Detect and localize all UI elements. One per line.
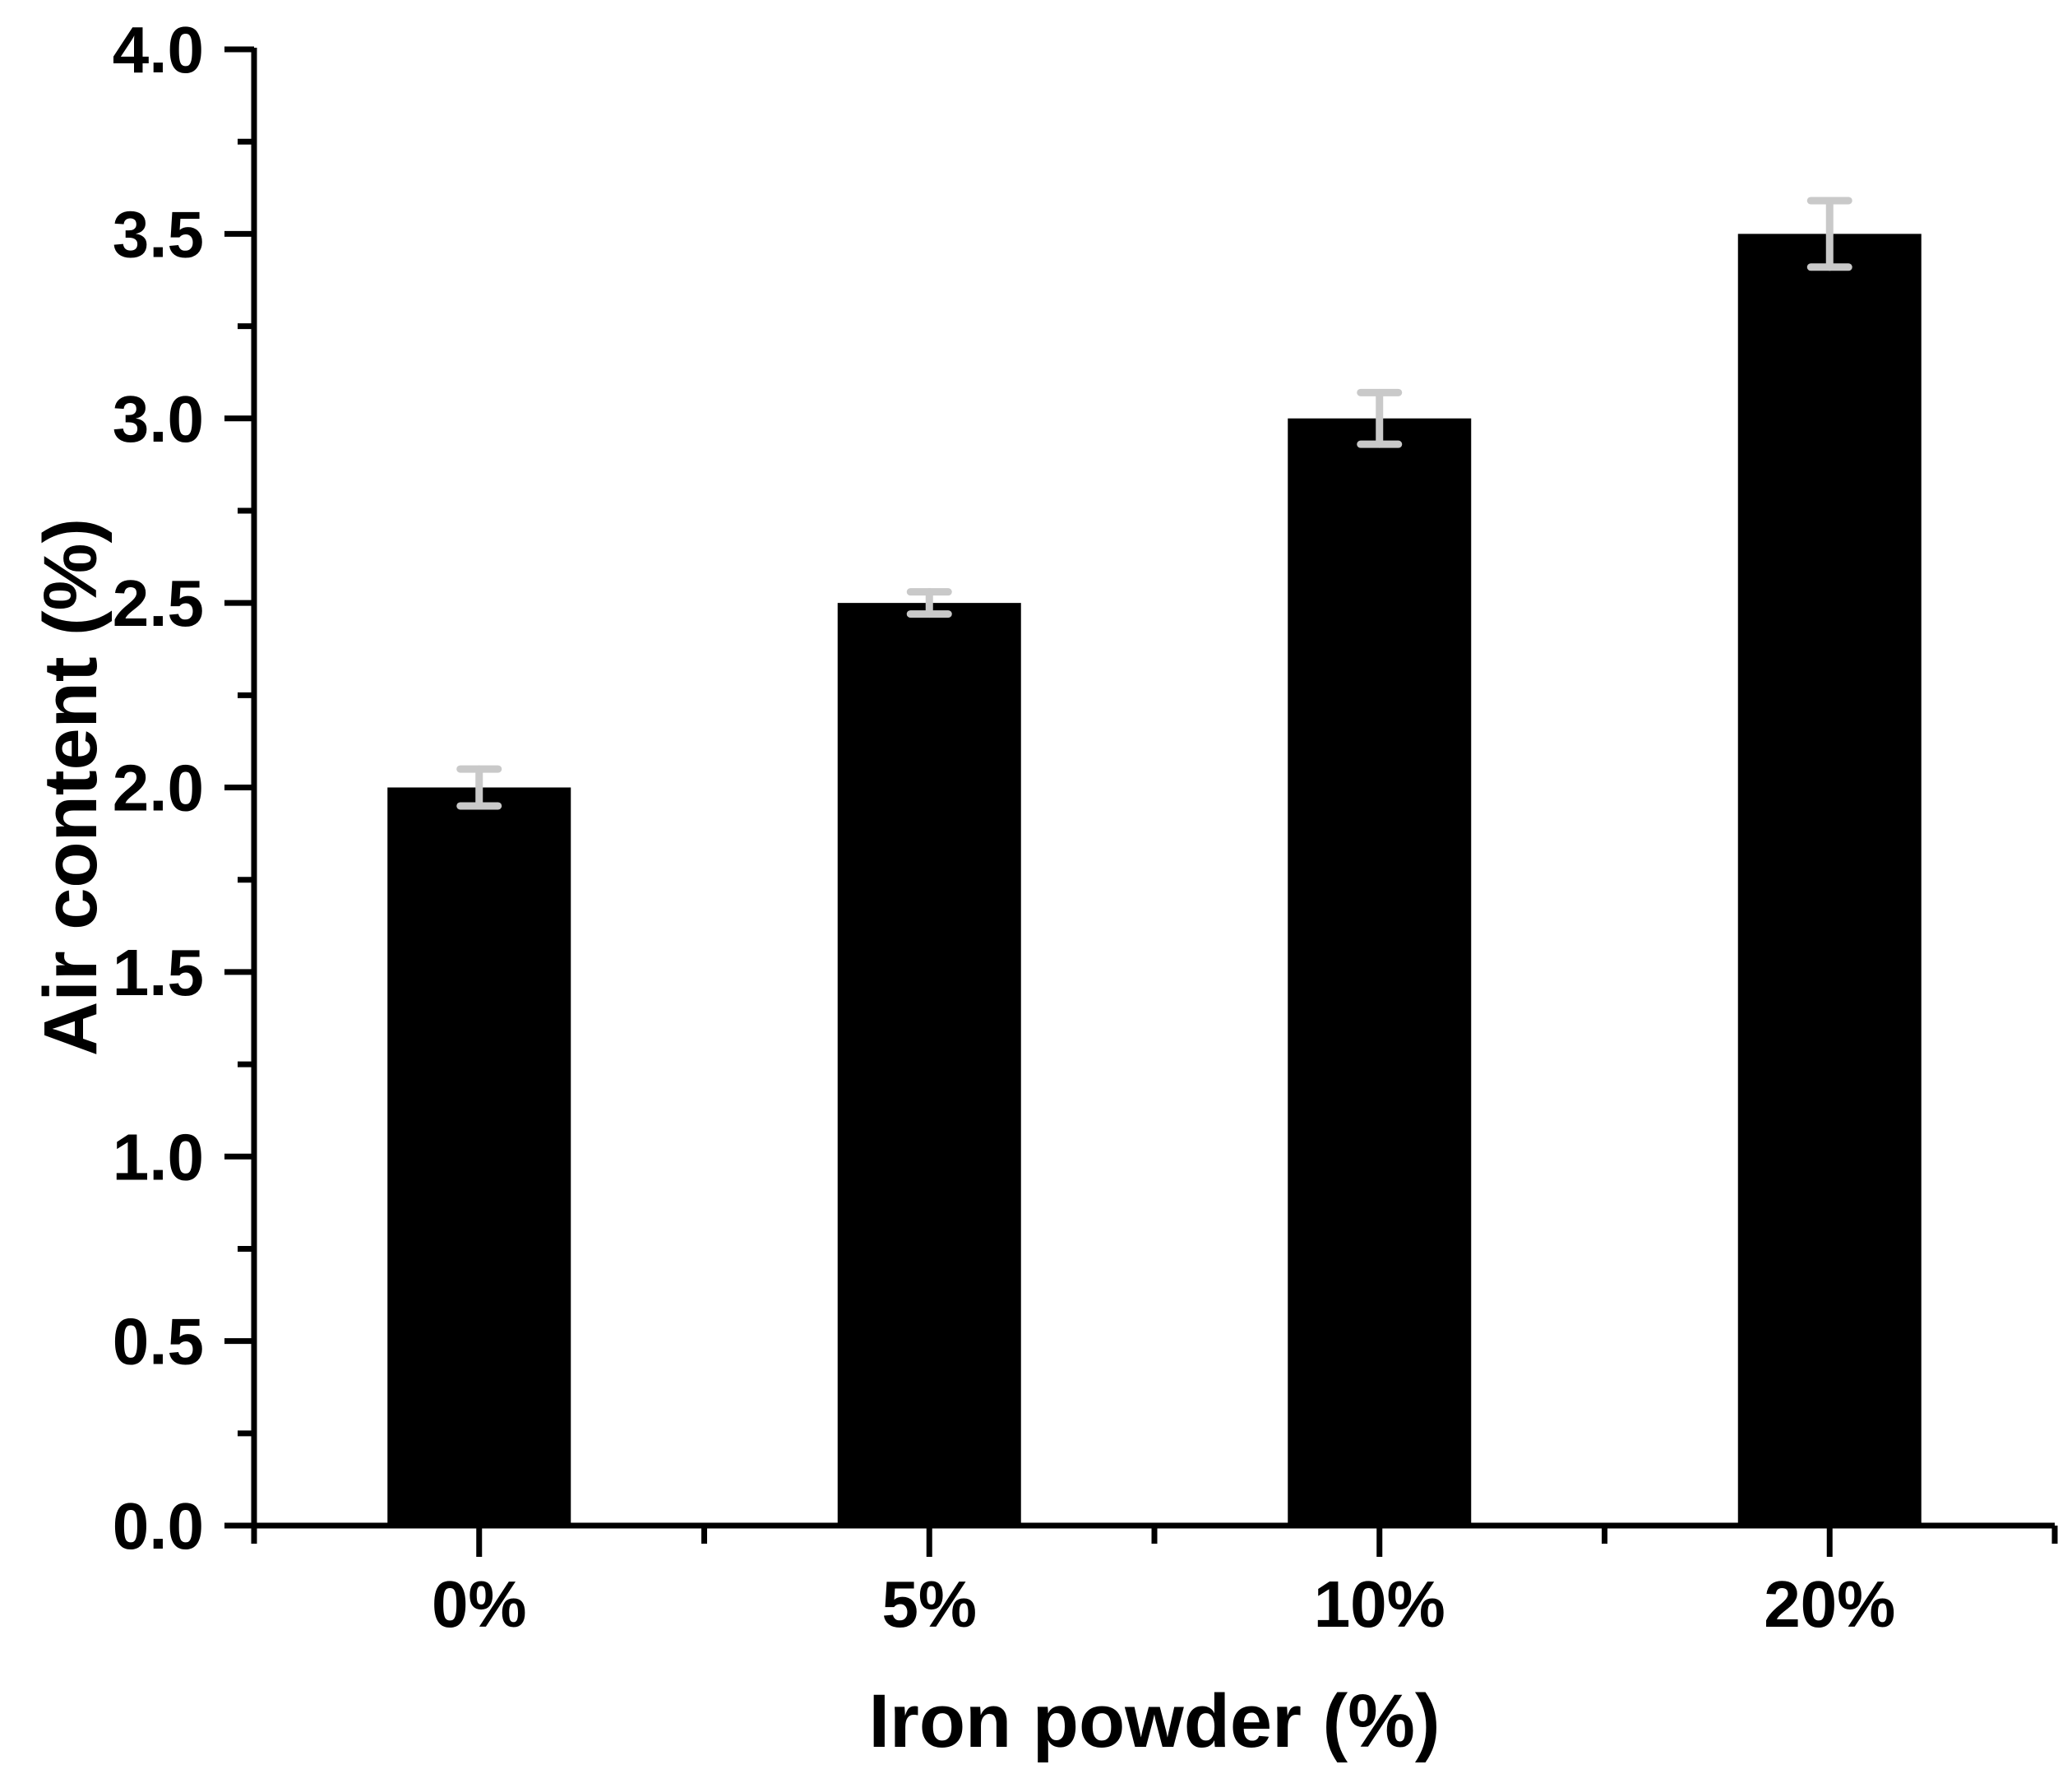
x-tick-label: 0% — [432, 1568, 527, 1641]
bar — [387, 787, 571, 1526]
y-tick-label: 1.5 — [113, 936, 204, 1009]
tick-labels-layer: 0.0 0.5 1.0 1.5 2.0 2.5 3.0 3.5 4.0 0% 5% 10% 20% — [113, 13, 1896, 1641]
x-tick-label: 20% — [1764, 1568, 1895, 1641]
y-tick-label: 4.0 — [113, 13, 204, 86]
bar — [1288, 418, 1472, 1526]
error-bar — [1806, 197, 1852, 271]
y-tick-label: 2.0 — [113, 752, 204, 825]
y-tick-label: 1.0 — [113, 1120, 204, 1193]
error-bar — [1357, 388, 1403, 448]
y-axis-title: Air content (%) — [29, 518, 113, 1056]
error-bar — [906, 588, 952, 618]
x-axis-title: Iron powder (%) — [868, 1679, 1440, 1763]
error-bar — [456, 765, 502, 810]
y-tick-label: 3.0 — [113, 382, 204, 456]
y-tick-label: 0.5 — [113, 1305, 204, 1378]
bars-layer — [387, 234, 1922, 1526]
bar — [1737, 234, 1922, 1526]
ticks-layer — [224, 46, 2058, 1557]
bar — [837, 603, 1021, 1526]
x-tick-label: 5% — [881, 1568, 977, 1641]
y-tick-label: 3.5 — [113, 197, 204, 271]
error-bars-layer — [456, 197, 1852, 810]
y-tick-label: 0.0 — [113, 1489, 204, 1563]
y-tick-label: 2.5 — [113, 567, 204, 640]
x-tick-label: 10% — [1314, 1568, 1445, 1641]
